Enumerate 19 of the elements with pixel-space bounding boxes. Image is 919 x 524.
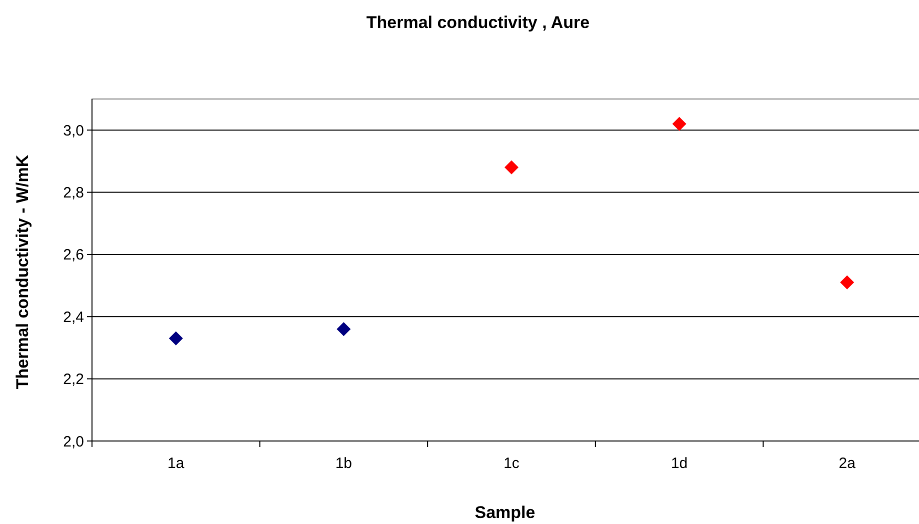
y-axis-title: Thermal conductivity - W/mK (13, 154, 32, 390)
x-tick-label: 1b (335, 455, 352, 472)
y-tick-label: 2,4 (63, 308, 84, 326)
point (840, 275, 854, 290)
x-tick-label: 1d (670, 455, 688, 472)
x-tick-label: 1a (168, 455, 185, 472)
y-tick-label: 2,8 (63, 184, 84, 202)
y-tick-label: 2,2 (63, 371, 84, 388)
x-tick-label: 2a (838, 455, 856, 472)
point (168, 331, 183, 346)
point (504, 160, 518, 174)
x-tick-label: 1c (504, 455, 520, 472)
point (336, 322, 351, 336)
y-tick-label: 3,0 (63, 122, 84, 140)
x-axis-title: Sample (474, 503, 536, 522)
y-tick-label: 2,0 (63, 433, 84, 450)
point (672, 116, 686, 131)
y-tick-label: 2,6 (63, 246, 84, 264)
chart-title: Thermal conductivity , Aure (366, 13, 590, 32)
